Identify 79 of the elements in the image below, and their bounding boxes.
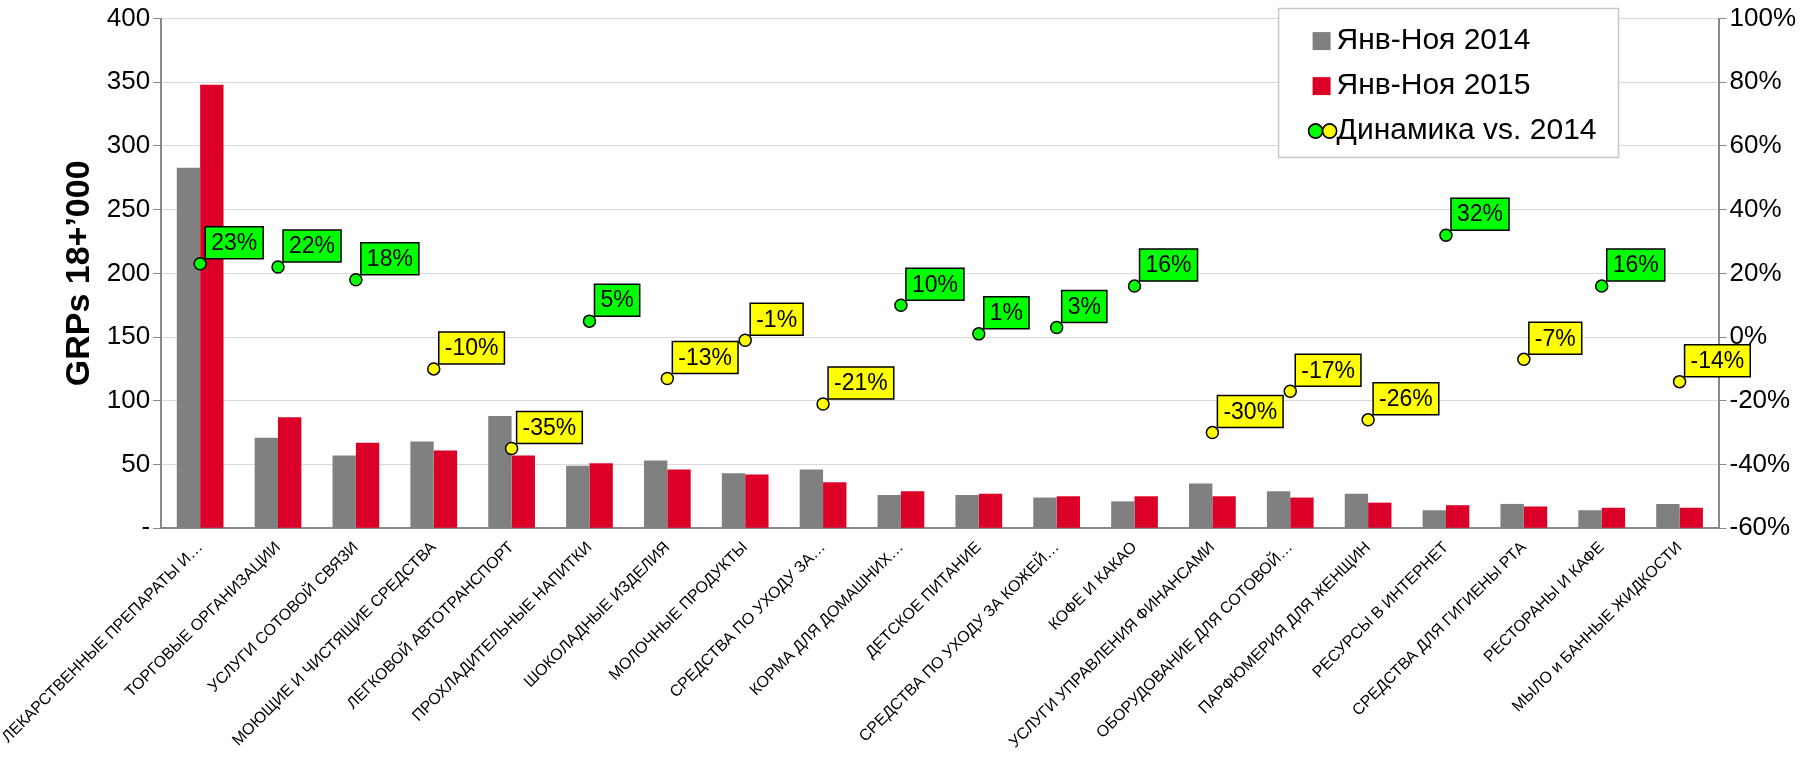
point [582, 314, 597, 328]
bar [1056, 496, 1081, 528]
y-tick-label: 100 [106, 383, 151, 414]
point [193, 257, 207, 271]
data-label: 18% [366, 245, 413, 272]
y-tick-label: 150 [106, 320, 151, 351]
y2-tick-label: 20% [1729, 256, 1782, 287]
bar [1368, 502, 1392, 528]
point [271, 260, 285, 274]
bar [1679, 507, 1703, 528]
legend-label: Янв-Ноя 2015 [1336, 67, 1531, 101]
y2-tick-label: 60% [1729, 129, 1782, 160]
point [1049, 320, 1064, 335]
point [1439, 228, 1453, 242]
bar [1212, 496, 1236, 528]
y-tick-label: 200 [106, 256, 151, 287]
point [816, 397, 830, 411]
legend-label: Динамика vs. 2014 [1336, 112, 1597, 146]
bar [1523, 506, 1548, 528]
bar [1601, 507, 1626, 528]
point [349, 272, 363, 287]
y2-tick-label: -40% [1729, 447, 1791, 478]
bar [823, 482, 847, 528]
legend-label: Янв-Ноя 2014 [1336, 22, 1531, 56]
point [972, 327, 986, 341]
y-tick-label: 350 [106, 65, 151, 96]
y-tick-label: - [141, 511, 151, 542]
y2-tick-label: -20% [1729, 383, 1791, 414]
point [738, 333, 752, 347]
data-label: -35% [522, 413, 577, 440]
y-axis-title: GRPs 18+’000 [57, 160, 96, 387]
y2-tick-label: -60% [1729, 511, 1791, 542]
y-tick-label: 400 [106, 1, 151, 32]
bar [1445, 505, 1470, 528]
point [1517, 352, 1531, 367]
data-label: -13% [678, 343, 733, 370]
data-label: -26% [1379, 385, 1433, 412]
y-tick-label: 50 [121, 447, 151, 478]
data-label: 10% [911, 270, 958, 297]
bar [745, 474, 769, 528]
y2-tick-label: 40% [1729, 192, 1782, 223]
bar [1290, 497, 1314, 528]
bar [900, 491, 925, 528]
point [1672, 374, 1687, 389]
data-label: -17% [1301, 356, 1355, 383]
bar [667, 469, 691, 528]
bar [355, 442, 380, 528]
data-label: 16% [1145, 251, 1192, 278]
point [1594, 279, 1609, 293]
point [894, 298, 908, 312]
point [1205, 425, 1220, 440]
data-label: -1% [756, 305, 798, 332]
bar [511, 455, 535, 528]
y-tick-label: 300 [106, 129, 151, 160]
data-label: 16% [1612, 251, 1659, 278]
data-label: -30% [1223, 397, 1278, 424]
data-label: 5% [600, 286, 634, 313]
data-label: -21% [834, 369, 888, 396]
y2-tick-label: 100% [1729, 1, 1796, 32]
point [660, 371, 675, 386]
bar [433, 450, 458, 528]
point [426, 362, 441, 376]
data-label: 3% [1067, 292, 1101, 319]
bar [978, 493, 1003, 528]
data-label: 23% [211, 229, 258, 256]
point [1361, 413, 1375, 427]
y-tick-label: 250 [106, 192, 151, 223]
data-label: -10% [444, 334, 499, 361]
data-label: 1% [989, 299, 1024, 326]
bar [1134, 496, 1158, 528]
data-label: 32% [1456, 200, 1504, 227]
point [1127, 279, 1142, 293]
bar [278, 417, 302, 528]
y2-tick-label: 80% [1729, 65, 1782, 96]
data-label: 22% [289, 232, 336, 259]
bar [589, 463, 613, 528]
point [504, 441, 519, 456]
data-label: -7% [1534, 324, 1576, 351]
point [1283, 384, 1297, 398]
